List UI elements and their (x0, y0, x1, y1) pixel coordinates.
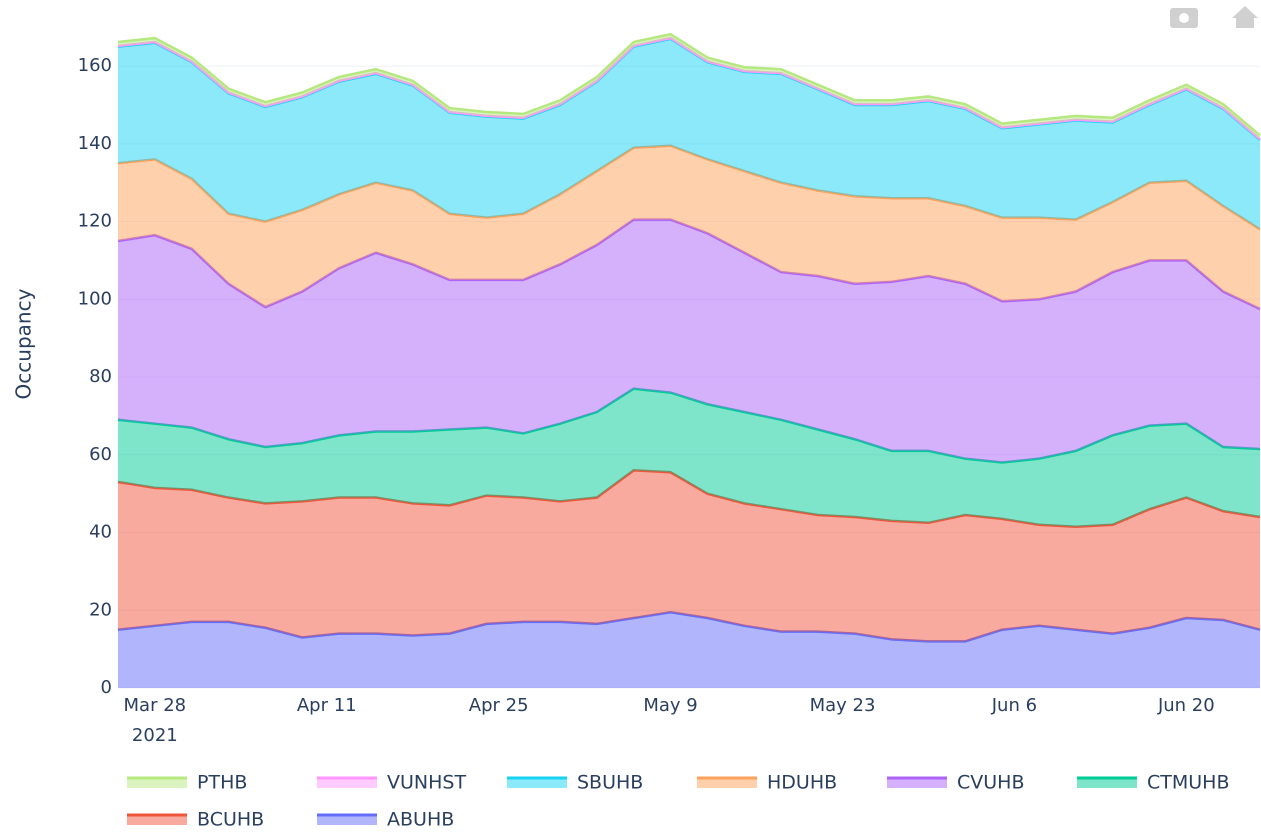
legend-swatch-fill (1077, 778, 1137, 788)
legend-label: BCUHB (197, 809, 264, 831)
legend-item[interactable]: SBUHB (507, 772, 643, 794)
legend-swatch-fill (887, 778, 947, 788)
legend-item[interactable]: CTMUHB (1077, 772, 1230, 794)
y-axis-title: Occupancy (12, 288, 36, 399)
legend-label: SBUHB (577, 772, 643, 794)
x-tick-label: May 9 (643, 695, 697, 716)
x-tick-label: Mar 28 (124, 695, 187, 716)
y-tick-label: 160 (78, 55, 112, 76)
y-tick-label: 0 (101, 677, 112, 698)
y-tick-label: 20 (89, 599, 112, 620)
area-fill (118, 470, 1260, 642)
legend-swatch-fill (127, 815, 187, 825)
legend-label: CTMUHB (1147, 772, 1230, 794)
y-tick-label: 120 (78, 211, 112, 232)
x-tick-label: Jun 20 (1157, 695, 1215, 716)
legend-label: CVUHB (957, 772, 1025, 794)
plot-area (117, 32, 1261, 689)
area-line (117, 32, 1261, 137)
y-tick-label: 80 (89, 366, 112, 387)
y-tick-label: 100 (78, 288, 112, 309)
y-tick-label: 40 (89, 522, 112, 543)
legend-item[interactable]: PTHB (127, 772, 247, 794)
legend-item[interactable]: VUNHST (317, 772, 466, 794)
area-fill (118, 612, 1260, 688)
area-line (117, 36, 1261, 141)
area-fill (118, 219, 1260, 463)
legend-label: PTHB (197, 772, 247, 794)
camera-lens (1179, 13, 1189, 23)
x-tick-year: 2021 (132, 725, 178, 746)
area-fill (118, 145, 1260, 310)
legend-label: VUNHST (387, 772, 466, 794)
x-tick-label: Apr 11 (297, 695, 357, 716)
area-fill (118, 38, 1260, 230)
legend-item[interactable]: BCUHB (127, 809, 264, 831)
area-line (117, 387, 1261, 464)
legend-item[interactable]: ABUHB (317, 809, 454, 831)
legend-swatch-fill (507, 778, 567, 788)
x-tick-label: Jun 6 (991, 695, 1037, 716)
y-tick-label: 140 (78, 133, 112, 154)
modebar (1170, 6, 1258, 28)
x-tick-label: May 23 (810, 695, 876, 716)
legend-swatch-fill (127, 778, 187, 788)
x-tick-label: Apr 25 (469, 695, 529, 716)
home-icon[interactable] (1232, 6, 1258, 28)
legend-swatch-fill (697, 778, 757, 788)
legend-item[interactable]: CVUHB (887, 772, 1025, 794)
legend-item[interactable]: HDUHB (697, 772, 837, 794)
area-fill (118, 388, 1260, 527)
legend-label: ABUHB (387, 809, 454, 831)
legend-swatch-fill (317, 815, 377, 825)
legend-label: HDUHB (767, 772, 837, 794)
legend-swatch-fill (317, 778, 377, 788)
y-tick-label: 60 (89, 444, 112, 465)
